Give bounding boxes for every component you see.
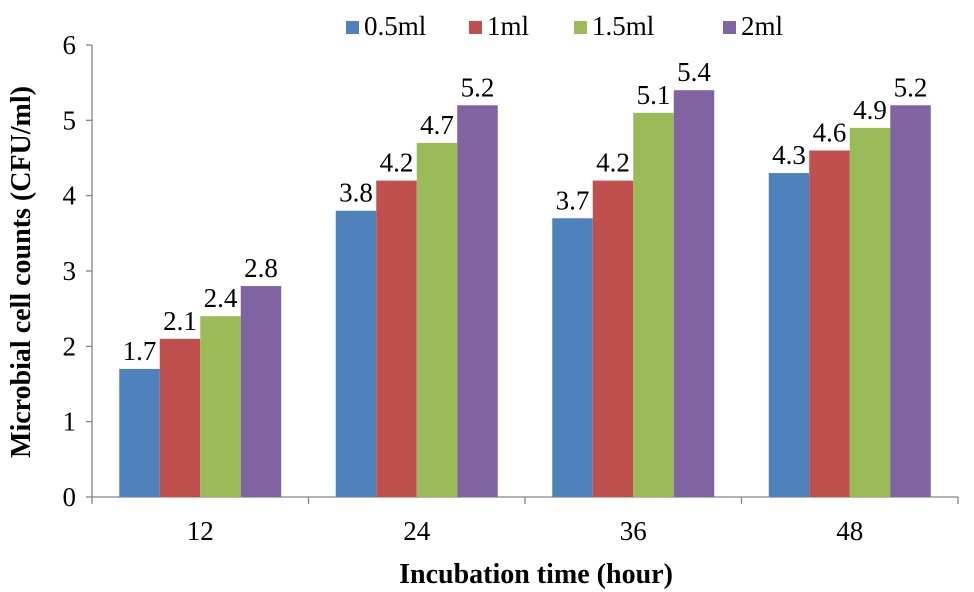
bar-1ml-12	[159, 338, 201, 497]
data-label: 2.8	[244, 253, 278, 283]
legend-swatch-0.5ml	[346, 21, 359, 34]
x-axis: 12 24 36 48	[91, 496, 959, 546]
y-tick-label: 0	[63, 482, 77, 512]
bar-0.5ml-24	[335, 210, 377, 497]
data-label: 4.7	[420, 110, 454, 140]
x-tick-label: 36	[620, 516, 647, 546]
y-axis: 0 1 2 3 4 5 6	[63, 30, 93, 512]
data-label: 1.7	[123, 336, 157, 366]
data-labels: 1.72.12.42.83.84.24.75.23.74.25.15.44.34…	[123, 57, 928, 366]
bar-0.5ml-36	[552, 218, 593, 497]
bar-1ml-36	[592, 180, 634, 497]
bar-1.5ml-24	[416, 142, 458, 497]
data-label: 3.7	[556, 185, 590, 215]
bars	[119, 90, 931, 498]
legend-swatch-1ml	[469, 21, 482, 34]
data-label: 5.2	[894, 72, 928, 102]
bar-1ml-48	[809, 150, 850, 497]
x-tick-label: 12	[187, 516, 214, 546]
data-label: 5.2	[461, 72, 495, 102]
bar-1.5ml-12	[200, 316, 241, 497]
data-label: 4.9	[853, 95, 887, 125]
x-tick-label: 24	[403, 516, 431, 546]
y-tick-label: 6	[63, 30, 77, 60]
x-axis-title: Incubation time (hour)	[399, 559, 673, 590]
data-label: 5.1	[637, 80, 671, 110]
data-label: 3.8	[339, 178, 373, 208]
bar-1.5ml-48	[849, 127, 891, 497]
data-label: 2.1	[163, 306, 197, 336]
data-label: 4.6	[813, 117, 847, 147]
legend-label: 0.5ml	[364, 11, 426, 41]
legend-label: 1ml	[487, 11, 529, 41]
data-label: 4.2	[596, 148, 630, 178]
y-tick-label: 5	[63, 105, 77, 135]
bar-2ml-48	[890, 105, 931, 498]
bar-2ml-36	[673, 90, 715, 497]
legend-label: 1.5ml	[592, 11, 654, 41]
bar-1.5ml-36	[633, 112, 674, 498]
bar-0.5ml-12	[119, 368, 160, 497]
data-label: 4.3	[772, 140, 806, 170]
legend-label: 2ml	[741, 11, 783, 41]
y-tick-label: 2	[63, 331, 77, 361]
data-label: 2.4	[204, 283, 238, 313]
bar-2ml-24	[457, 105, 498, 498]
bar-1ml-24	[376, 180, 417, 497]
x-tick-label: 48	[836, 516, 863, 546]
legend-swatch-2ml	[723, 21, 736, 34]
y-tick-label: 1	[63, 407, 77, 437]
bar-0.5ml-48	[768, 173, 810, 498]
legend-swatch-1.5ml	[574, 21, 587, 34]
data-label: 5.4	[677, 57, 711, 87]
legend: 0.5ml 1ml 1.5ml 2ml	[346, 11, 783, 41]
bar-2ml-12	[240, 286, 282, 497]
y-tick-label: 4	[63, 181, 77, 211]
y-tick-label: 3	[63, 256, 77, 286]
y-axis-title: Microbial cell counts (CFU/ml)	[6, 86, 37, 458]
data-label: 4.2	[380, 148, 414, 178]
